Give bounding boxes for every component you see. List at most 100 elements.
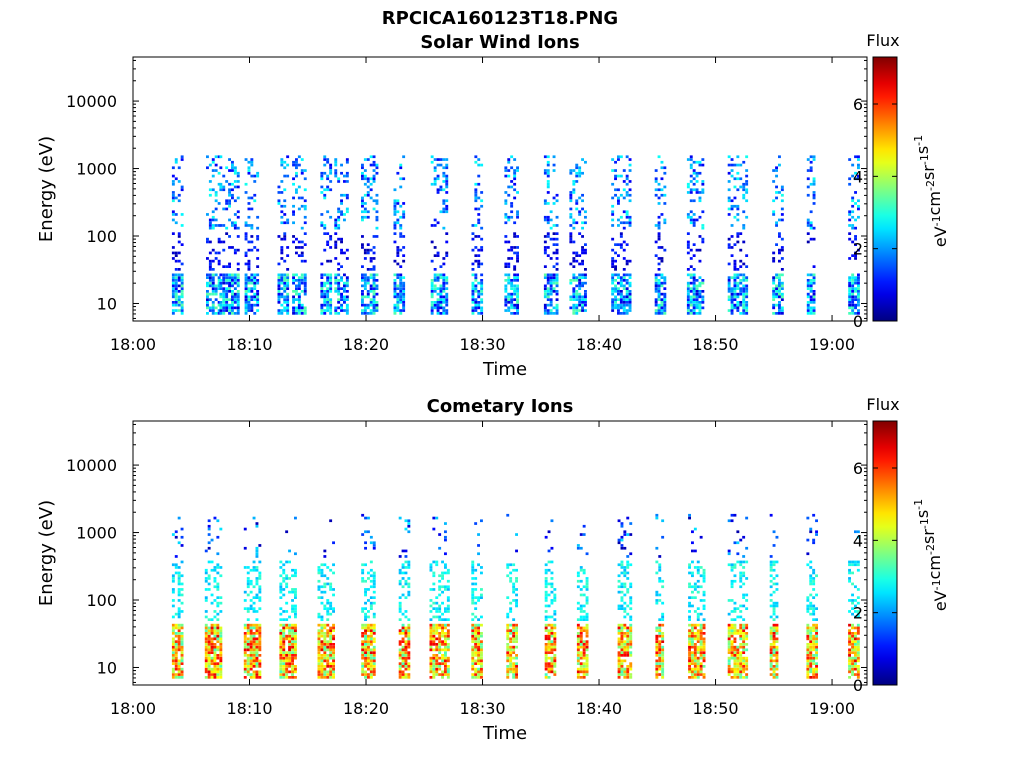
flux-cell — [736, 676, 740, 679]
flux-cell — [692, 182, 696, 186]
flux-cell — [471, 662, 475, 665]
flux-cell — [291, 634, 294, 638]
flux-cell — [809, 604, 813, 608]
flux-cell — [622, 196, 626, 200]
flux-cell — [629, 596, 633, 599]
flux-cell — [772, 530, 776, 534]
flux-cell — [623, 533, 627, 536]
flux-cell — [655, 676, 659, 679]
flux-cell — [625, 287, 629, 290]
flux-cell — [225, 301, 229, 304]
flux-cell — [326, 645, 330, 649]
flux-cell — [258, 544, 262, 547]
flux-cell — [727, 279, 731, 282]
flux-cell — [696, 629, 700, 632]
flux-cell — [294, 615, 297, 619]
flux-cell — [369, 585, 373, 589]
flux-cell — [688, 516, 691, 520]
flux-cell — [780, 218, 784, 222]
flux-cell — [436, 292, 440, 296]
flux-cell — [660, 303, 664, 307]
flux-cell — [439, 265, 443, 268]
flux-cell — [441, 629, 444, 632]
flux-cell — [745, 656, 749, 660]
flux-cell — [510, 155, 514, 159]
flux-cell — [730, 651, 734, 654]
flux-cell — [550, 648, 554, 652]
flux-cell — [372, 632, 376, 635]
flux-cell — [337, 210, 341, 214]
flux-cell — [361, 651, 365, 654]
flux-cell — [401, 670, 405, 674]
flux-cell — [297, 163, 301, 167]
flux-cell — [698, 163, 702, 167]
flux-cell — [372, 273, 376, 277]
flux-cell — [432, 629, 436, 632]
flux-cell — [617, 607, 621, 610]
flux-cell — [504, 191, 508, 194]
flux-cell — [329, 568, 333, 572]
flux-cell — [775, 651, 779, 654]
flux-cell — [320, 643, 324, 646]
flux-cell — [550, 560, 554, 564]
flux-cell — [611, 248, 615, 252]
flux-cell — [733, 659, 737, 663]
flux-cell — [206, 295, 209, 299]
flux-cell — [364, 588, 367, 591]
flux-cell — [733, 204, 737, 208]
flux-cell — [471, 281, 475, 285]
flux-cell — [297, 295, 301, 299]
flux-cell — [303, 259, 307, 263]
flux-cell — [698, 235, 702, 238]
flux-cell — [207, 634, 211, 638]
flux-cell — [432, 626, 436, 630]
flux-cell — [625, 174, 629, 178]
flux-cell — [727, 656, 731, 660]
flux-cell — [236, 268, 240, 271]
flux-cell — [733, 618, 737, 621]
flux-cell — [516, 298, 519, 301]
panel-title: Solar Wind Ions — [420, 32, 579, 53]
flux-cell — [177, 232, 181, 235]
flux-cell — [727, 309, 731, 312]
flux-cell — [585, 632, 589, 635]
flux-cell — [739, 301, 743, 304]
flux-cell — [626, 577, 630, 580]
flux-cell — [283, 301, 287, 304]
flux-cell — [323, 654, 327, 657]
flux-cell — [372, 235, 376, 238]
flux-cell — [236, 298, 240, 301]
flux-cell — [282, 651, 286, 654]
flux-cell — [686, 268, 690, 271]
flux-cell — [772, 290, 776, 293]
flux-cell — [323, 301, 327, 304]
flux-cell — [244, 276, 248, 279]
flux-cell — [372, 590, 376, 594]
flux-cell — [285, 637, 289, 641]
flux-cell — [622, 312, 626, 315]
flux-cell — [208, 226, 212, 230]
flux-cell — [171, 312, 175, 315]
flux-cell — [363, 273, 367, 277]
flux-cell — [291, 590, 294, 594]
flux-cell — [441, 632, 444, 635]
flux-cell — [398, 651, 402, 654]
flux-cell — [778, 284, 781, 288]
flux-cell — [742, 312, 746, 315]
flux-cell — [177, 574, 181, 578]
flux-cell — [553, 648, 557, 652]
flux-cell — [626, 626, 630, 630]
flux-cell — [815, 656, 818, 660]
flux-cell — [398, 604, 402, 608]
flux-cell — [480, 676, 483, 679]
flux-cell — [446, 618, 450, 621]
flux-cell — [294, 588, 297, 591]
flux-cell — [745, 673, 749, 676]
flux-cell — [611, 265, 615, 268]
flux-cell — [244, 309, 248, 312]
flux-cell — [204, 588, 208, 591]
flux-cell — [543, 312, 547, 315]
flux-cell — [243, 637, 247, 641]
flux-cell — [739, 632, 743, 635]
flux-cell — [219, 273, 223, 277]
